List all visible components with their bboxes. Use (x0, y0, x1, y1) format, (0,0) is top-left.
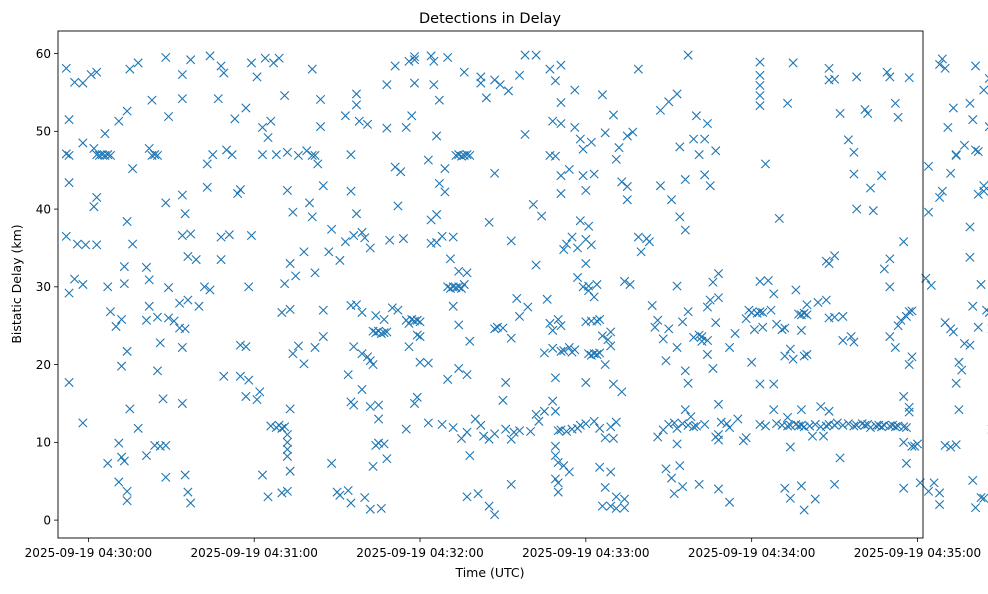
x-tick-label: 2025-09-19 04:34:00 (688, 546, 815, 560)
y-tick-label: 0 (43, 513, 51, 527)
x-tick-label: 2025-09-19 04:33:00 (522, 546, 649, 560)
y-tick-label: 20 (36, 358, 51, 372)
x-tick-label: 2025-09-19 04:31:00 (190, 546, 317, 560)
y-tick-label: 50 (36, 125, 51, 139)
x-tick-label: 2025-09-19 04:32:00 (356, 546, 483, 560)
y-axis-label: Bistatic Delay (km) (9, 224, 24, 343)
x-tick-label: 2025-09-19 04:30:00 (25, 546, 152, 560)
x-tick-label: 2025-09-19 04:35:00 (854, 546, 981, 560)
chart-title: Detections in Delay (419, 11, 561, 27)
y-tick-label: 40 (36, 202, 51, 216)
x-axis-label: Time (UTC) (454, 565, 524, 580)
y-tick-label: 60 (36, 47, 51, 61)
y-tick-label: 30 (36, 280, 51, 294)
y-tick-label: 10 (36, 436, 51, 450)
